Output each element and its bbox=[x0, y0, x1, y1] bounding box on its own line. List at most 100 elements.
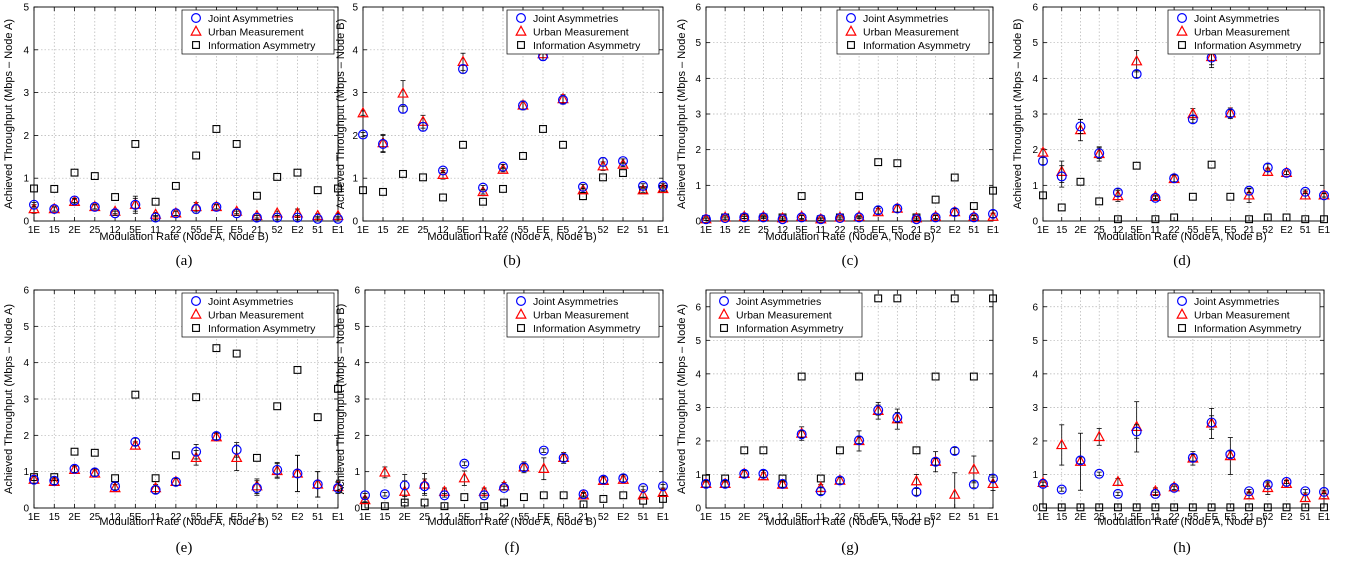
x-tick-label: 51 bbox=[1300, 225, 1312, 236]
x-tick-label: 55 bbox=[1187, 512, 1199, 523]
data-point bbox=[987, 208, 998, 219]
x-tick-label: E1 bbox=[987, 512, 1000, 523]
legend-box bbox=[1167, 9, 1321, 55]
x-tick-label: 25 bbox=[417, 225, 429, 236]
x-tick-label: 15 bbox=[377, 225, 389, 236]
x-tick-label: 55 bbox=[854, 225, 866, 236]
y-tick-label: 3 bbox=[354, 395, 360, 406]
x-tick-label: E5 bbox=[231, 512, 244, 523]
data-point bbox=[1244, 486, 1255, 497]
legend-label-joint: Joint Asymmetries bbox=[208, 296, 293, 308]
data-point bbox=[1151, 215, 1160, 224]
y-tick-label: 6 bbox=[1032, 3, 1038, 14]
data-point bbox=[479, 197, 487, 206]
data-point bbox=[131, 140, 140, 148]
data-point bbox=[855, 192, 864, 200]
data-point bbox=[519, 493, 528, 502]
legend-label-info: Information Asymmetry bbox=[533, 40, 641, 52]
x-tick-label: 22 bbox=[497, 225, 509, 236]
data-point bbox=[1282, 503, 1291, 512]
legend-label-joint: Joint Asymmetries bbox=[533, 13, 618, 25]
data-point bbox=[577, 181, 588, 192]
y-tick-label: 6 bbox=[695, 302, 701, 313]
data-point bbox=[419, 173, 427, 182]
x-tick-label: E5 bbox=[891, 512, 904, 523]
data-point bbox=[191, 446, 202, 457]
y-tick-label: 1 bbox=[1032, 181, 1038, 192]
y-tick-label: 3 bbox=[23, 395, 29, 406]
data-point bbox=[854, 435, 865, 446]
x-tick-label: 11 bbox=[150, 512, 161, 523]
x-tick-label: 11 bbox=[150, 225, 161, 236]
data-point bbox=[379, 489, 390, 500]
data-point bbox=[911, 214, 922, 225]
legend-label-urban: Urban Measurement bbox=[863, 26, 959, 38]
y-tick-label: 3 bbox=[1032, 110, 1038, 121]
data-point bbox=[170, 208, 181, 219]
legend-marker-joint bbox=[1176, 296, 1187, 307]
x-tick-label: 22 bbox=[834, 512, 846, 523]
data-point bbox=[293, 365, 302, 374]
x-tick-label: 52 bbox=[930, 225, 942, 236]
series-info bbox=[1039, 503, 1328, 512]
data-point bbox=[796, 429, 807, 440]
x-tick-label: 22 bbox=[170, 512, 182, 523]
data-point bbox=[360, 490, 371, 501]
x-tick-label: E2 bbox=[291, 512, 304, 523]
legend-label-urban: Urban Measurement bbox=[533, 309, 629, 321]
x-tick-label: 1E bbox=[357, 225, 370, 236]
data-point bbox=[150, 484, 161, 495]
legend-label-urban: Urban Measurement bbox=[208, 309, 304, 321]
data-point bbox=[599, 494, 608, 503]
x-tick-label: 11 bbox=[816, 512, 827, 523]
data-point bbox=[720, 213, 731, 224]
data-point bbox=[1075, 121, 1086, 132]
x-tick-label: E5 bbox=[891, 225, 904, 236]
x-tick-label: E2 bbox=[949, 225, 962, 236]
x-tick-label: 2E bbox=[68, 225, 81, 236]
data-point bbox=[948, 488, 961, 499]
y-tick-label: 5 bbox=[1032, 336, 1038, 347]
legend-marker-urban bbox=[1176, 25, 1188, 36]
data-point bbox=[130, 436, 141, 447]
data-point bbox=[930, 212, 941, 223]
data-point bbox=[459, 458, 470, 469]
data-point bbox=[232, 349, 241, 358]
legend-marker-info bbox=[517, 324, 525, 332]
data-point bbox=[69, 463, 80, 474]
x-tick-label: 11 bbox=[1150, 225, 1161, 236]
x-tick-label: 25 bbox=[419, 512, 431, 523]
data-point bbox=[815, 214, 826, 225]
x-tick-label: 25 bbox=[1094, 225, 1106, 236]
legend-label-urban: Urban Measurement bbox=[208, 26, 304, 38]
data-point bbox=[292, 212, 303, 223]
x-tick-label: 12 bbox=[1112, 225, 1124, 236]
y-tick-label: 5 bbox=[352, 3, 358, 14]
x-tick-label: E5 bbox=[557, 225, 570, 236]
data-point bbox=[212, 125, 221, 133]
data-point bbox=[597, 156, 608, 167]
x-tick-label: 51 bbox=[968, 225, 980, 236]
data-point bbox=[968, 462, 980, 474]
y-tick-label: 4 bbox=[695, 74, 701, 85]
data-point bbox=[419, 481, 430, 492]
legend-box bbox=[181, 292, 335, 338]
data-point bbox=[89, 201, 100, 212]
data-point bbox=[1318, 188, 1330, 200]
legend-marker-info bbox=[720, 324, 728, 332]
data-point bbox=[987, 473, 998, 484]
data-point bbox=[577, 183, 589, 195]
y-axis-label: Achieved Throughput (Mbps – Node B) bbox=[335, 19, 347, 210]
y-tick-label: 2 bbox=[1032, 436, 1038, 447]
legend-box bbox=[181, 9, 335, 55]
y-tick-label: 4 bbox=[1032, 369, 1038, 380]
x-tick-label: 15 bbox=[1056, 225, 1068, 236]
y-tick-label: 5 bbox=[695, 336, 701, 347]
x-tick-label: 12 bbox=[110, 225, 122, 236]
x-tick-label: 52 bbox=[598, 512, 610, 523]
data-point bbox=[70, 168, 79, 177]
data-point bbox=[989, 186, 997, 195]
data-point bbox=[910, 474, 923, 486]
